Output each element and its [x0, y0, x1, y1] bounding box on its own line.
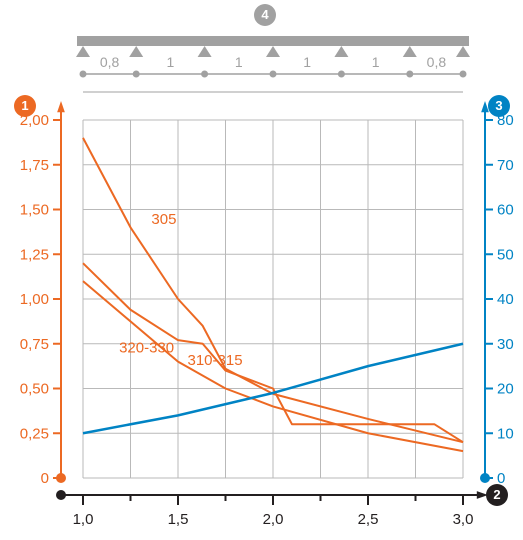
schematic-spacing-label: 1 — [167, 54, 175, 70]
x-tick-label: 2,0 — [263, 511, 284, 528]
x-tick-label: 3,0 — [453, 511, 474, 528]
x-tick-label: 1,0 — [73, 511, 94, 528]
y-left-tick-label: 1,50 — [20, 202, 49, 219]
chart-svg: 0,8 1 1 1 1 0,8 305 310-315 320-330 1,0 1,5 2,0 2,5 3… — [0, 0, 523, 540]
schematic-support — [334, 46, 348, 57]
schematic-support — [403, 46, 417, 57]
x-axis-origin-dot — [56, 490, 66, 500]
axis-arrow — [57, 101, 65, 112]
y-right-tick-label: 20 — [497, 381, 514, 398]
schematic-spacing-label: 1 — [372, 54, 380, 70]
y-left-tick-label: 0 — [41, 470, 49, 487]
schematic-support — [198, 46, 212, 57]
badge-axis-bottom: 2 — [486, 484, 508, 506]
badge-axis-left-label: 1 — [21, 98, 28, 113]
badge-axis-right: 3 — [488, 95, 510, 117]
series-label: 310-315 — [188, 352, 243, 369]
series-label: 305 — [151, 211, 176, 228]
y-left-tick-label: 0,75 — [20, 336, 49, 353]
chart-root: 0,8 1 1 1 1 0,8 305 310-315 320-330 1,0 1,5 2,0 2,5 3… — [0, 0, 523, 540]
series-label: 320-330 — [119, 340, 174, 357]
y-left-tick-label: 1,25 — [20, 246, 49, 263]
badge-axis-left: 1 — [14, 95, 36, 117]
schematic-spacing-label: 1 — [235, 54, 243, 70]
y-right-tick-label: 10 — [497, 425, 514, 442]
y-left-tick-label: 1,00 — [20, 291, 49, 308]
y-right-tick-label: 70 — [497, 157, 514, 174]
y-right-tick-label: 40 — [497, 291, 514, 308]
schematic-spacing-label: 1 — [303, 54, 311, 70]
y-right-tick-label: 50 — [497, 246, 514, 263]
y-right-tick-label: 60 — [497, 202, 514, 219]
schematic-support — [129, 46, 143, 57]
x-tick-label: 2,5 — [358, 511, 379, 528]
y-left-tick-label: 0,50 — [20, 381, 49, 398]
schematic-spacing-label: 0,8 — [100, 54, 120, 70]
badge-axis-right-label: 3 — [495, 98, 502, 113]
badge-axis-bottom-label: 2 — [493, 487, 500, 502]
badge-schematic-label: 4 — [261, 7, 268, 22]
schematic-support — [266, 46, 280, 57]
badge-schematic: 4 — [254, 4, 276, 26]
schematic-spacing-label: 0,8 — [427, 54, 447, 70]
schematic-beam — [77, 36, 469, 46]
schematic-support — [76, 46, 90, 57]
schematic-support — [456, 46, 470, 57]
y-left-tick-label: 0,25 — [20, 425, 49, 442]
y-left-tick-label: 1,75 — [20, 157, 49, 174]
x-tick-label: 1,5 — [168, 511, 189, 528]
y-right-tick-label: 30 — [497, 336, 514, 353]
